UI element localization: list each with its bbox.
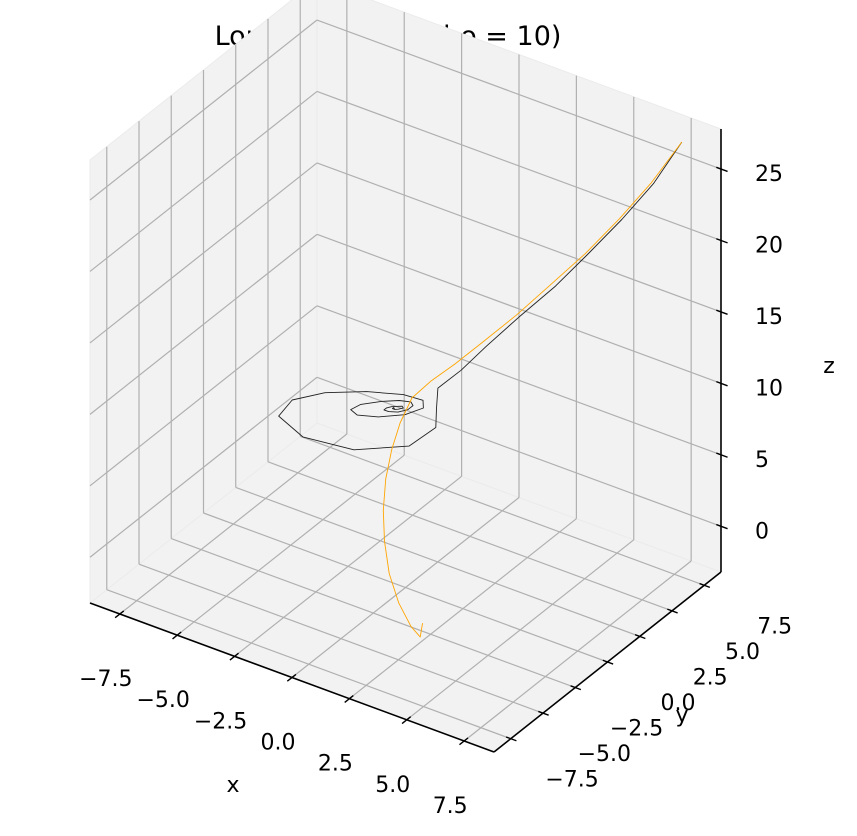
z-tick	[716, 523, 728, 530]
y-axis-label: y	[675, 703, 688, 728]
y-tick-label: 0.0	[661, 691, 696, 716]
z-tick-label: 20	[755, 234, 783, 259]
x-tick	[344, 695, 354, 703]
y-gridline-floor	[235, 486, 640, 637]
z-gridline-back	[316, 305, 722, 456]
x-tick-label: 0.0	[261, 731, 296, 756]
y-tick	[570, 685, 582, 691]
y-gridline-floor	[300, 435, 705, 586]
z-gridline-back	[316, 376, 722, 527]
y-tick-label: −2.5	[610, 717, 663, 742]
y-tick	[505, 736, 517, 742]
z-tick-label: 5	[755, 448, 769, 473]
y-tick-label: 5.0	[725, 640, 760, 665]
z-gridline-side	[89, 233, 318, 415]
z-gridline-side	[89, 90, 318, 272]
axis-panes	[88, 0, 723, 753]
x-tick-label: 7.5	[433, 794, 468, 819]
z-gridline-back	[316, 19, 722, 170]
x-tick-label: 5.0	[375, 773, 410, 798]
y-gridline-floor	[171, 538, 576, 689]
x-tick	[229, 652, 239, 661]
z-tick-label: 15	[755, 305, 783, 330]
z-gridline-back	[316, 90, 722, 242]
x-tick-label: 2.5	[318, 752, 353, 777]
x-tick	[286, 673, 297, 682]
z-tick	[716, 238, 728, 244]
z-tick-label: 0	[755, 519, 769, 544]
y-tick	[602, 659, 614, 665]
z-tick	[716, 309, 728, 315]
z-gridline-back	[316, 233, 722, 384]
y-gridline-floor	[106, 589, 511, 740]
z-gridline-side	[89, 305, 318, 487]
y-tick-label: 2.5	[693, 665, 728, 690]
x-tick-label: −5.0	[136, 688, 189, 713]
series-line-1	[382, 141, 683, 638]
z-tick-label: 25	[755, 162, 783, 187]
y-tick-label: −5.0	[578, 742, 631, 767]
y-tick	[634, 634, 646, 640]
grid-lines	[89, 0, 722, 742]
z-gridline-back	[316, 162, 722, 313]
x-tick	[401, 716, 412, 725]
z-tick	[716, 452, 728, 458]
z-gridline-side	[89, 19, 318, 201]
tick-marks: −7.5−5.0−2.50.02.55.07.5−7.5−5.0−2.50.02…	[79, 162, 792, 819]
y-tick	[667, 608, 678, 614]
series-line-0	[278, 141, 683, 451]
x-axis-label: x	[226, 773, 239, 798]
y-gridline-floor	[267, 461, 673, 612]
z-tick	[716, 380, 728, 387]
y-tick	[699, 582, 711, 589]
z-gridline-side	[89, 162, 318, 344]
x-tick	[172, 631, 182, 640]
z-tick	[716, 166, 728, 173]
x-tick-label: −7.5	[79, 667, 132, 692]
series-lines	[278, 141, 683, 638]
x-tick	[459, 737, 469, 746]
x-tick-label: −2.5	[194, 709, 247, 734]
y-tick-label: −7.5	[545, 768, 598, 793]
y-gridline-floor	[203, 512, 608, 663]
y-gridline-floor	[138, 563, 544, 714]
z-tick-label: 10	[755, 376, 783, 401]
y-tick	[538, 710, 549, 716]
z-axis-label: z	[823, 354, 835, 379]
x-tick	[114, 610, 125, 619]
z-gridline-side	[89, 376, 318, 558]
y-tick-label: 7.5	[757, 614, 792, 639]
